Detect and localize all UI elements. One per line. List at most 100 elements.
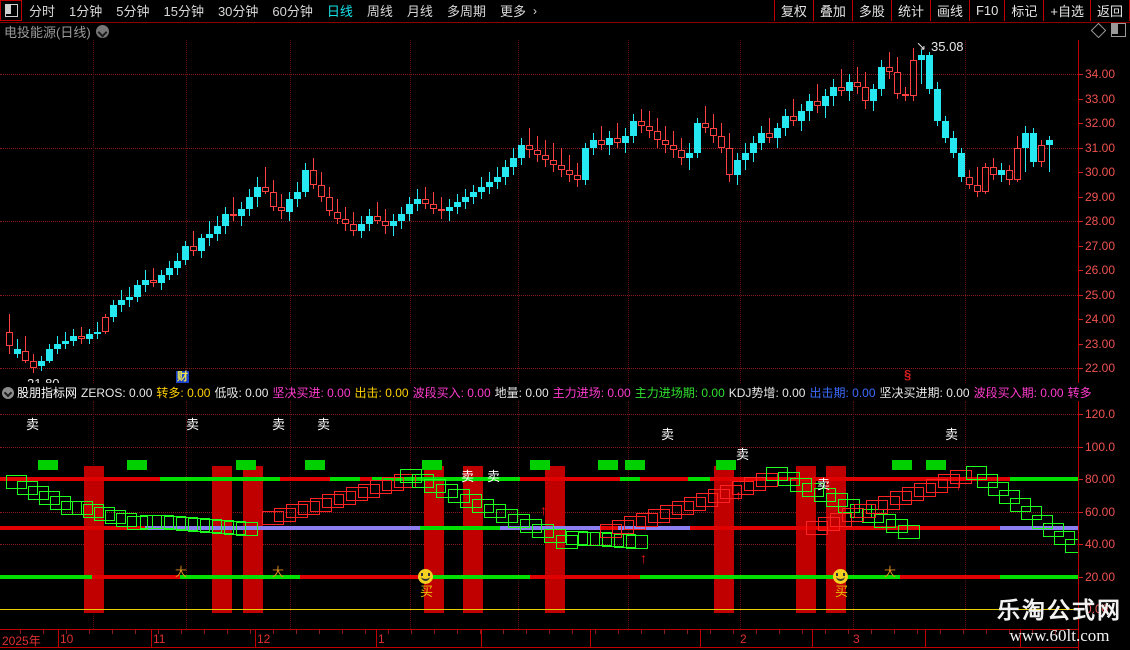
- candle-wick: [529, 128, 530, 158]
- indicator-vgridline: [740, 401, 741, 629]
- sell-marker-3: 卖: [317, 417, 331, 432]
- price-axis-tick: [1079, 147, 1083, 149]
- period-tab-8[interactable]: 月线: [406, 3, 433, 19]
- candle-body: [174, 260, 181, 268]
- indicator-band-segment: [640, 477, 688, 482]
- up-arrow-icon: ↑: [955, 477, 962, 494]
- candle-body: [582, 147, 589, 180]
- date-tick: [526, 630, 527, 634]
- period-tab-0[interactable]: 分时: [29, 3, 56, 19]
- indicator-token-value: 0.00: [525, 386, 549, 400]
- candle-body: [758, 133, 765, 143]
- indicator-box-green: [105, 510, 126, 525]
- period-tab-7[interactable]: 周线: [366, 3, 393, 19]
- indicator-header-row[interactable]: 股朋指标网 ZEROS: 0.00 转多: 0.00 低吸: 0.00 坚决买进: 0.…: [0, 384, 1130, 401]
- indicator-token-name: 波段买入: [412, 386, 461, 400]
- toolbar-button-返回[interactable]: 返回: [1089, 0, 1130, 21]
- toolbar-button-F10[interactable]: F10: [968, 0, 1006, 21]
- candle-wick: [841, 69, 842, 97]
- candle-body: [278, 206, 285, 212]
- indicator-token-value: 0.00: [129, 385, 153, 400]
- period-tab-6[interactable]: 日线: [326, 3, 353, 19]
- indicator-axis-label: 40.00: [1085, 537, 1116, 552]
- indicator-token-3: 低吸: 0.00: [214, 386, 269, 400]
- indicator-box-red: [370, 480, 392, 495]
- indicator-token-value: 0.00: [385, 386, 409, 400]
- price-axis-label: 33.00: [1085, 91, 1116, 106]
- indicator-box-green: [72, 501, 93, 516]
- toolbar-button-统计[interactable]: 统计: [890, 0, 931, 21]
- candle-body: [894, 71, 901, 94]
- date-label-6: 3: [853, 632, 860, 646]
- more-arrow-icon[interactable]: ›: [532, 4, 537, 18]
- indicator-box-red: [346, 487, 368, 502]
- indicator-token-value: 0.00: [1040, 386, 1064, 400]
- indicator-box-red: [648, 508, 670, 523]
- candle-body: [1046, 140, 1053, 146]
- indicator-box-green: [532, 524, 554, 539]
- candle-body: [982, 167, 989, 192]
- diamond-icon[interactable]: [1090, 22, 1107, 38]
- date-tick: [181, 630, 182, 634]
- toolbar-button-画线[interactable]: 画线: [929, 0, 970, 21]
- period-tab-3[interactable]: 15分钟: [163, 3, 204, 19]
- candle-body: [910, 59, 917, 97]
- period-tab-5[interactable]: 60分钟: [272, 3, 313, 19]
- indicator-vgridline: [965, 401, 966, 629]
- toolbar-button-叠加[interactable]: 叠加: [812, 0, 853, 21]
- window-icon[interactable]: [0, 0, 22, 21]
- price-axis-label: 30.00: [1085, 165, 1116, 180]
- toolbar-button-标记[interactable]: 标记: [1004, 0, 1045, 21]
- date-tick: [1032, 630, 1033, 634]
- indicator-band-segment: [690, 526, 1000, 531]
- indicator-axis-tick: [1079, 414, 1083, 416]
- indicator-box-red: [624, 516, 646, 531]
- period-tab-4[interactable]: 30分钟: [217, 3, 259, 19]
- indicator-gridline: [0, 414, 1078, 416]
- candle-wick: [129, 287, 130, 308]
- indicator-box-red: [818, 516, 840, 531]
- period-tab-1[interactable]: 1分钟: [69, 3, 103, 19]
- indicator-box-green: [1065, 538, 1078, 553]
- toolbar-button-+自选[interactable]: +自选: [1043, 0, 1091, 21]
- candle-body: [590, 140, 597, 148]
- candle-body: [30, 360, 37, 369]
- date-separator: [925, 630, 926, 648]
- indicator-band-segment: [92, 574, 180, 579]
- indicator-box-red: [382, 477, 404, 492]
- date-tick: [43, 630, 44, 634]
- indicator-token-8: 主力进场: 0.00: [552, 386, 631, 400]
- indicator-band-segment: [1010, 477, 1078, 482]
- candle-body: [358, 223, 365, 232]
- toolbar-button-复权[interactable]: 复权: [773, 0, 814, 21]
- indicator-band-segment: [530, 574, 640, 579]
- date-label-1: 10: [60, 632, 74, 646]
- date-separator: [151, 630, 152, 648]
- indicator-vgridline: [628, 401, 629, 629]
- chevron-down-circle-icon[interactable]: [95, 24, 109, 38]
- indicator-box-red: [684, 496, 706, 511]
- date-tick: [158, 630, 159, 634]
- indicator-box-green: [556, 534, 578, 549]
- restore-window-icon[interactable]: [1111, 23, 1126, 37]
- indicator-gridline: [0, 446, 1078, 448]
- candle-body: [942, 120, 949, 138]
- price-vgridline: [186, 40, 187, 383]
- indicator-box-green: [838, 498, 860, 513]
- candle-wick: [265, 167, 266, 195]
- date-tick: [273, 630, 274, 634]
- period-tab-9[interactable]: 多周期: [446, 3, 486, 19]
- period-tab-2[interactable]: 5分钟: [116, 3, 150, 19]
- indicator-band-segment: [688, 477, 710, 482]
- period-tab-10[interactable]: 更多: [499, 3, 526, 19]
- candle-body: [566, 169, 573, 175]
- price-candlestick-chart[interactable]: 35.08 ↘ 21.80← 财 §: [0, 40, 1078, 383]
- indicator-subchart[interactable]: ↑ ↑ ↑ ↑ ↑ 卖卖卖卖卖卖卖卖卖卖买买大大大: [0, 401, 1078, 629]
- indicator-box-red: [672, 500, 694, 515]
- candle-body: [430, 204, 437, 210]
- candle-body: [1014, 147, 1021, 180]
- chevron-down-circle-icon[interactable]: [2, 386, 14, 399]
- candle-body: [6, 331, 13, 347]
- signal-bar-red: [84, 466, 104, 613]
- toolbar-button-多股[interactable]: 多股: [851, 0, 892, 21]
